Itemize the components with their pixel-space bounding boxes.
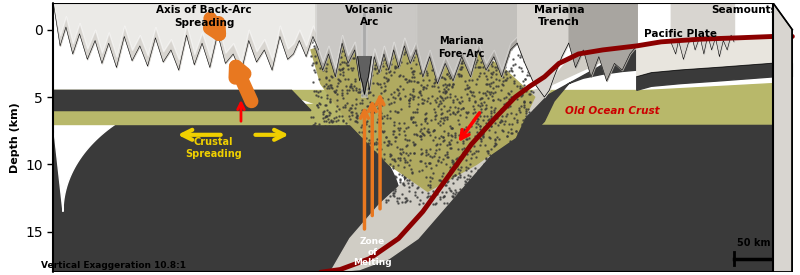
Polygon shape bbox=[54, 124, 773, 272]
Text: Pacific Plate: Pacific Plate bbox=[644, 29, 717, 39]
Text: Seamounts: Seamounts bbox=[711, 6, 777, 15]
Text: 50 km: 50 km bbox=[737, 238, 770, 248]
Text: Axis of Back-Arc
Spreading: Axis of Back-Arc Spreading bbox=[156, 6, 252, 28]
Polygon shape bbox=[358, 57, 371, 94]
Polygon shape bbox=[403, 84, 773, 124]
Text: Old Ocean Crust: Old Ocean Crust bbox=[565, 106, 660, 116]
Y-axis label: Depth (km): Depth (km) bbox=[10, 102, 20, 173]
Text: Mariana
Trench: Mariana Trench bbox=[534, 6, 584, 27]
Polygon shape bbox=[637, 34, 792, 77]
Polygon shape bbox=[54, 104, 403, 124]
Text: Zone
of
Melting: Zone of Melting bbox=[353, 237, 391, 267]
Text: Volcanic
Arc: Volcanic Arc bbox=[345, 6, 394, 27]
Polygon shape bbox=[54, 90, 403, 211]
Text: Crustal
Spreading: Crustal Spreading bbox=[186, 138, 242, 159]
Polygon shape bbox=[637, 64, 792, 90]
Polygon shape bbox=[330, 46, 637, 272]
Text: Mariana
Fore-Arc: Mariana Fore-Arc bbox=[438, 37, 485, 59]
Polygon shape bbox=[54, 90, 311, 111]
Polygon shape bbox=[311, 34, 534, 191]
Polygon shape bbox=[54, 90, 773, 272]
Polygon shape bbox=[330, 50, 637, 275]
Polygon shape bbox=[773, 3, 792, 272]
Text: Vertical Exaggeration 10.8:1: Vertical Exaggeration 10.8:1 bbox=[41, 261, 186, 270]
